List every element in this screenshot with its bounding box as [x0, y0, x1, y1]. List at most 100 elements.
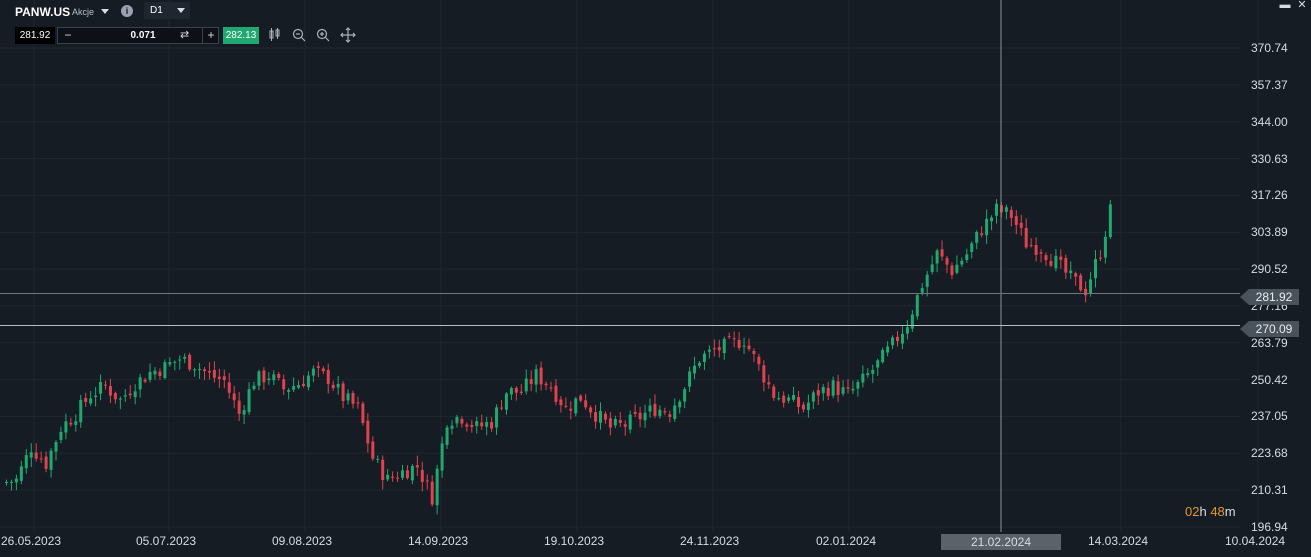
candle-body — [203, 369, 206, 372]
candle-body — [990, 217, 994, 222]
info-icon[interactable]: i — [121, 5, 133, 17]
candle-body — [742, 345, 746, 347]
candle — [915, 293, 919, 320]
candle — [1049, 253, 1053, 268]
candle — [673, 398, 677, 422]
candle-body — [306, 375, 310, 388]
candle — [549, 381, 553, 392]
increase-button[interactable]: + — [202, 28, 219, 43]
crosshair-move-icon[interactable] — [340, 27, 356, 43]
candle-body — [178, 359, 182, 361]
candle-body — [648, 405, 652, 412]
zoom-out-icon[interactable] — [291, 27, 307, 43]
candle-body — [222, 376, 226, 381]
buy-button[interactable]: 282.13 — [223, 27, 259, 44]
candle-body — [920, 288, 924, 293]
candle — [138, 373, 142, 398]
candle — [678, 399, 682, 414]
candle-body — [440, 443, 444, 471]
candle — [415, 455, 419, 476]
candle — [158, 368, 162, 380]
candle — [257, 369, 261, 391]
candle-body — [232, 393, 236, 401]
candle-body — [801, 404, 805, 410]
candle — [410, 463, 414, 485]
chart-type-icon[interactable] — [268, 27, 284, 43]
candle-body — [851, 388, 855, 391]
zoom-in-icon[interactable] — [315, 27, 331, 43]
candle — [866, 368, 870, 378]
candle — [242, 404, 246, 425]
candle — [544, 381, 548, 391]
candle-body — [207, 371, 211, 373]
candle-body — [59, 431, 63, 440]
candle — [420, 461, 424, 492]
candle-body — [420, 470, 424, 482]
sell-button[interactable]: 281.92 — [15, 27, 55, 44]
candle — [955, 255, 959, 275]
candle — [707, 345, 711, 359]
candle-body — [1014, 216, 1018, 225]
candle — [445, 425, 449, 449]
candle-body — [237, 400, 241, 414]
candle — [173, 360, 177, 371]
timeframe-label: D1 — [150, 5, 163, 16]
candle-body — [316, 366, 320, 368]
candle-body — [589, 407, 593, 413]
candle-body — [668, 414, 672, 417]
candle — [608, 412, 612, 436]
candle — [14, 474, 18, 491]
candle-body — [1044, 255, 1048, 261]
candle-body — [198, 368, 202, 371]
candle-body — [549, 387, 553, 389]
candle-body — [1039, 252, 1043, 254]
candle — [876, 358, 880, 376]
candle-body — [673, 405, 677, 420]
swap-icon[interactable]: ⇄ — [180, 29, 190, 41]
candle-body — [777, 398, 781, 400]
candle — [1009, 206, 1013, 227]
candle-body — [391, 476, 395, 478]
candle — [94, 387, 98, 407]
candle-body — [158, 371, 162, 377]
candle-body — [504, 393, 508, 410]
candle-body — [242, 410, 246, 415]
candle-body — [153, 370, 157, 375]
candle — [881, 347, 885, 364]
minimize-icon[interactable]: ▬ — [1279, 0, 1291, 11]
candle — [1044, 252, 1048, 266]
candle — [49, 448, 53, 478]
candle — [569, 401, 573, 420]
close-icon[interactable]: ✕ — [1297, 0, 1307, 11]
candle-body — [356, 402, 360, 404]
candle-body — [138, 377, 142, 390]
decrease-button[interactable]: − — [64, 28, 72, 42]
candle-body — [554, 385, 558, 402]
candle-body — [816, 390, 820, 396]
candle-body — [1024, 227, 1028, 248]
candle — [29, 443, 33, 467]
candle — [539, 361, 543, 391]
candle-body — [148, 371, 152, 380]
candle — [846, 379, 850, 394]
candle-body — [658, 409, 662, 417]
candle-body — [866, 373, 870, 376]
candle-body — [569, 408, 573, 411]
candle — [118, 396, 122, 410]
timeframe-select[interactable]: D1 — [144, 2, 190, 19]
candle-body — [267, 378, 271, 381]
candle-body — [410, 466, 414, 481]
symbol-dropdown-icon[interactable] — [101, 9, 109, 14]
quantity-stepper[interactable]: − 0.071 ⇄ + — [57, 27, 219, 44]
price-axis-label: 290.52 — [1251, 262, 1288, 277]
quantity-input[interactable]: 0.071 — [130, 30, 156, 41]
candle — [351, 390, 355, 409]
candle-body — [84, 398, 88, 402]
candle — [282, 374, 286, 395]
candle — [287, 388, 291, 400]
candle-body — [341, 383, 345, 401]
candle — [252, 381, 256, 391]
candle — [128, 384, 132, 399]
candle — [965, 248, 969, 263]
